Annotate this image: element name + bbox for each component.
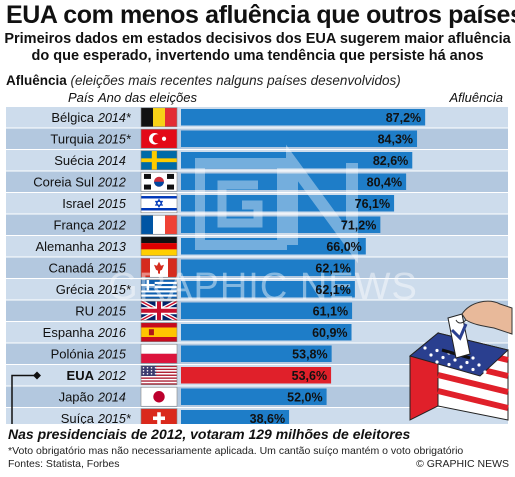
column-header-year: Ano das eleições: [97, 90, 198, 105]
section-heading-label: Afluência: [6, 73, 67, 88]
usa-flag: [140, 365, 178, 386]
country-label: Bélgica: [51, 110, 94, 125]
pointer-line: [11, 374, 35, 424]
bar: [181, 367, 332, 384]
country-label: Espanha: [43, 325, 95, 340]
value-label: 82,6%: [373, 154, 408, 168]
bar: [181, 302, 353, 319]
section-heading: Afluência (eleições mais recentes nalgun…: [6, 73, 401, 88]
value-label: 60,9%: [312, 326, 347, 340]
year-label: 2015*: [97, 283, 132, 297]
turkey-flag: [140, 128, 178, 149]
value-label: 76,1%: [355, 197, 390, 211]
country-label: Japão: [59, 390, 94, 405]
country-label: Suíça: [61, 411, 95, 424]
bar: [181, 238, 366, 255]
south-korea-flag: [140, 171, 178, 192]
year-label: 2014: [97, 391, 126, 405]
bar: [181, 109, 426, 126]
value-label: 87,2%: [386, 111, 421, 125]
year-label: 2014: [97, 154, 126, 168]
bar: [181, 195, 395, 212]
year-label: 2016: [97, 326, 126, 340]
country-label: Polónia: [51, 347, 95, 362]
value-label: 53,8%: [292, 348, 327, 362]
value-label: 62,1%: [315, 262, 350, 276]
credit: © GRAPHIC NEWS: [416, 458, 509, 470]
value-label: 66,0%: [326, 240, 361, 254]
year-label: 2015: [97, 197, 126, 211]
chart-bars: [140, 107, 426, 424]
sources: Fontes: Statista, Forbes: [8, 458, 120, 470]
watermark-text: GRAPHIC NEWS: [108, 266, 418, 308]
bar: [181, 173, 407, 190]
israel-flag: [140, 193, 178, 214]
footer-note: Nas presidenciais de 2012, votaram 129 m…: [8, 426, 411, 442]
country-label: França: [54, 218, 95, 233]
bar: [181, 324, 352, 341]
year-label: 2015: [97, 262, 126, 276]
country-label: Canadá: [48, 261, 94, 276]
uk-flag: [140, 299, 178, 323]
year-label: 2014*: [97, 111, 132, 125]
turnout-bar-chart: GRAPHIC NEWS País Ano das eleições Afluênc…: [6, 90, 513, 424]
canada-flag: [140, 257, 178, 278]
bar: [181, 388, 327, 405]
country-label: Coreia Sul: [33, 175, 94, 190]
section-heading-note: (eleições mais recentes nalguns países d…: [70, 73, 401, 88]
column-header-turnout: Afluência: [449, 90, 503, 105]
country-label: RU: [75, 304, 94, 319]
year-label: 2015*: [97, 412, 132, 424]
sweden-flag: [140, 150, 178, 171]
year-label: 2013: [97, 240, 126, 254]
country-label: Israel: [62, 196, 94, 211]
value-label: 38,6%: [250, 412, 285, 424]
spain-flag: [140, 322, 178, 343]
year-label: 2012: [97, 176, 126, 190]
watermark-logo: [195, 144, 358, 264]
year-label: 2015: [97, 348, 126, 362]
value-label: 52,0%: [287, 391, 322, 405]
germany-flag: [140, 236, 178, 257]
value-label: 62,1%: [315, 283, 350, 297]
country-label: Alemanha: [35, 239, 94, 254]
belgium-flag: [140, 107, 178, 128]
value-label: 80,4%: [367, 176, 402, 190]
footnote: *Voto obrigatório mas não necessariament…: [8, 445, 464, 457]
bar: [181, 410, 290, 424]
poland-flag: [140, 343, 178, 364]
subtitle-line-1: Primeiros dados em estados decisivos dos…: [4, 31, 511, 47]
switzerland-flag: [140, 408, 178, 424]
year-label: 2012: [97, 219, 126, 233]
country-label: Suécia: [54, 153, 95, 168]
ballot-box: [408, 300, 513, 421]
value-label: 71,2%: [341, 219, 376, 233]
watermark: GRAPHIC NEWS: [108, 144, 418, 308]
column-header-country: País: [68, 90, 95, 105]
year-label: 2015: [97, 305, 126, 319]
value-label: 84,3%: [378, 133, 413, 147]
bar: [181, 345, 332, 362]
bar: [181, 130, 418, 147]
country-label: EUA: [67, 368, 95, 383]
year-label: 2015*: [97, 133, 132, 147]
subtitle-line-2: do que esperado, invertendo uma tendênci…: [31, 48, 484, 64]
bar: [181, 216, 381, 233]
ballot-box-illustration: [408, 300, 513, 421]
year-label: 2012: [97, 369, 126, 383]
bar: [181, 152, 413, 169]
country-label: Turquia: [50, 132, 94, 147]
value-label: 53,6%: [292, 369, 327, 383]
japan-flag: [140, 386, 178, 407]
bar: [181, 259, 355, 276]
country-label: Grécia: [56, 282, 95, 297]
highlight-marker-icon: [33, 371, 41, 380]
greece-flag: [140, 279, 178, 300]
france-flag: [140, 214, 178, 235]
chart-title: EUA com menos afluência que outros paíse…: [6, 1, 515, 29]
value-label: 61,1%: [313, 305, 348, 319]
bar: [181, 281, 355, 298]
